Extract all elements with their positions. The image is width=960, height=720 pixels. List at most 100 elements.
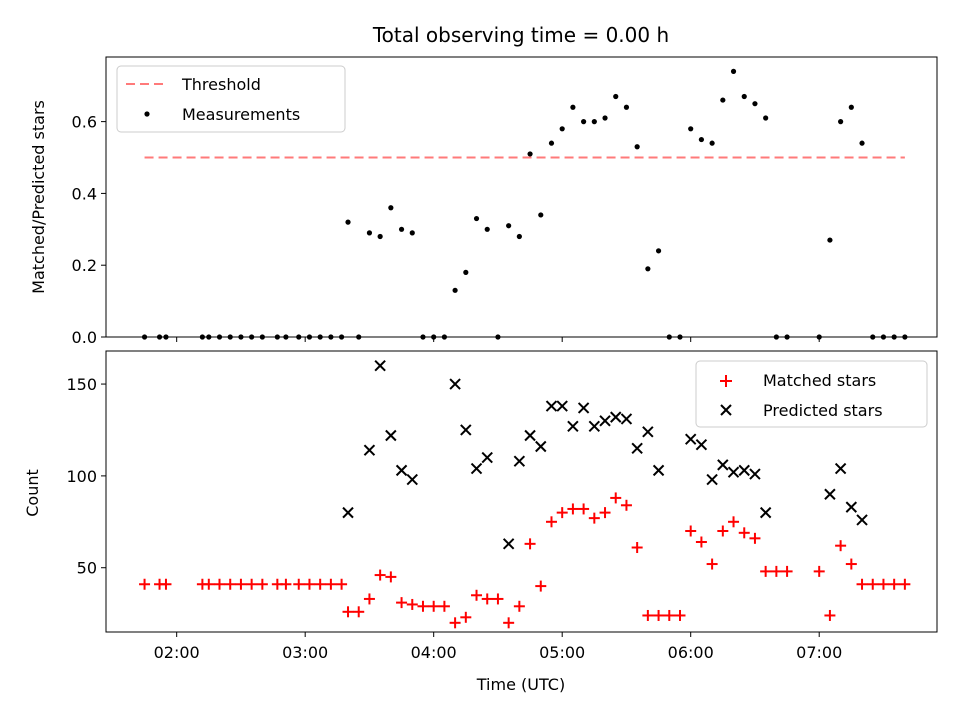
measurement-point (838, 119, 844, 125)
count-panel: Count Time (UTC) 50 100 150 02:00 03:00 04:0… (23, 350, 938, 694)
measurement-point (377, 233, 383, 240)
measurement-point (634, 144, 640, 150)
predicted-star-marker (502, 538, 515, 550)
top-y-ticks: 0.0 0.2 0.4 0.6 (72, 113, 106, 347)
matched-star-marker (293, 578, 305, 590)
bottom-y-ticks: 50 100 150 (66, 375, 106, 578)
matched-star-marker (824, 609, 836, 621)
matched-star-marker (738, 527, 750, 539)
bottom-xtick-label: 06:00 (668, 643, 714, 662)
measurement-point (859, 140, 865, 146)
matched-star-marker (610, 492, 622, 504)
predicted-star-marker (395, 464, 408, 477)
measurement-point (366, 230, 373, 236)
measurement-point (581, 119, 587, 125)
predicted-star-marker (577, 402, 590, 414)
matched-stars-points (139, 492, 911, 629)
matched-star-marker (877, 578, 889, 590)
matched-star-marker (728, 516, 740, 528)
matched-star-marker (280, 578, 292, 590)
predicted-star-marker (845, 501, 858, 513)
matched-star-marker (353, 606, 365, 618)
matched-star-marker (139, 578, 151, 590)
measurement-point (591, 119, 597, 125)
predicted-star-marker (385, 429, 397, 442)
matched-star-marker (385, 571, 397, 583)
measurement-point (741, 93, 747, 100)
matched-star-marker (642, 609, 654, 621)
matched-star-marker (770, 565, 782, 577)
predicted-star-marker (717, 459, 729, 471)
measurement-point (848, 104, 854, 110)
top-ytick-label: 0.6 (72, 113, 97, 132)
matched-star-marker (760, 565, 772, 577)
bottom-plot-frame (105, 350, 938, 633)
predicted-star-marker (727, 466, 740, 478)
matched-star-marker (363, 593, 375, 605)
measurement-point (698, 136, 705, 143)
measurement-point (484, 226, 490, 232)
matched-star-marker (653, 609, 665, 621)
predicted-star-marker (631, 442, 643, 455)
matched-star-marker (888, 578, 900, 590)
top-legend-box (116, 65, 346, 133)
predicted-star-marker (342, 506, 354, 519)
measurement-point (623, 104, 630, 110)
matched-star-marker (717, 525, 729, 537)
measurement-point (506, 223, 512, 229)
bottom-xtick-label: 05:00 (539, 643, 585, 662)
matched-star-marker (374, 569, 386, 581)
predicted-star-marker (374, 359, 386, 372)
matched-star-marker (599, 507, 611, 519)
measurement-point (763, 115, 769, 121)
predicted-star-marker (460, 424, 472, 436)
predicted-star-marker (481, 451, 493, 464)
predicted-star-marker (599, 415, 611, 427)
matched-star-marker (214, 578, 226, 590)
x-axis-label: Time (UTC) (476, 675, 565, 694)
measurement-point (752, 101, 758, 107)
matched-star-marker (695, 536, 707, 548)
predicted-star-marker (524, 429, 536, 442)
predicted-star-marker (642, 426, 654, 438)
measurement-point (827, 237, 833, 243)
bottom-y-axis-label: Count (23, 469, 42, 517)
top-plot-frame (105, 56, 938, 338)
predicted-star-marker (588, 420, 601, 433)
matched-star-marker (781, 565, 793, 577)
matched-star-marker (314, 578, 326, 590)
bottom-xtick-label: 03:00 (282, 643, 328, 662)
predicted-star-marker (406, 473, 418, 486)
measurement-point (570, 104, 576, 110)
predicted-star-marker (834, 462, 847, 475)
matched-star-marker (492, 593, 504, 605)
legend-measurements-label: Measurements (182, 105, 300, 124)
measurement-point (398, 226, 405, 232)
legend-measurements-swatch (144, 111, 150, 117)
predicted-star-marker (738, 464, 750, 477)
predicted-star-marker (545, 400, 558, 412)
legend-matched-swatch (720, 375, 732, 387)
matched-star-marker (325, 578, 337, 590)
matched-star-marker (567, 503, 579, 515)
measurement-point (463, 269, 469, 275)
measurement-point (452, 287, 458, 293)
measurement-point (730, 68, 737, 74)
matched-star-marker (406, 598, 418, 610)
matched-star-marker (342, 606, 354, 618)
matched-star-marker (706, 558, 718, 570)
predicted-star-marker (824, 488, 836, 500)
predicted-star-marker (695, 438, 708, 451)
matched-star-marker (503, 617, 515, 629)
bottom-ytick-label: 150 (66, 375, 97, 394)
predicted-star-marker (556, 400, 568, 412)
predicted-star-marker (759, 506, 772, 519)
matched-star-marker (631, 542, 643, 554)
matched-star-marker (899, 578, 911, 590)
predicted-star-marker (363, 444, 376, 456)
top-ytick-label: 0.4 (72, 184, 97, 203)
top-ytick-label: 0.2 (72, 256, 97, 275)
matched-star-marker (396, 597, 408, 609)
legend-matched-label: Matched stars (763, 371, 876, 390)
